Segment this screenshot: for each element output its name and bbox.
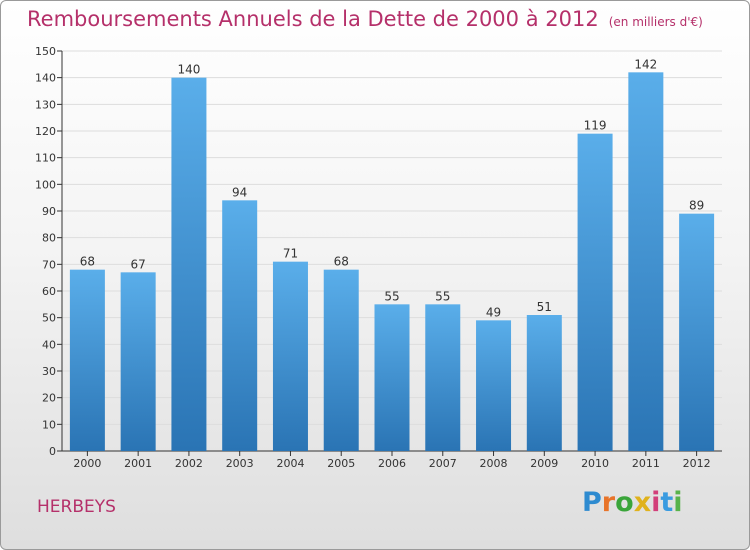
y-tick-label: 110 [35,152,56,165]
bars [69,72,715,452]
logo-letter: P [582,487,602,518]
bar [628,72,664,451]
data-label: 55 [384,289,399,303]
data-label: 119 [584,119,607,133]
y-tick-label: 40 [42,338,56,351]
y-tick-label: 120 [35,125,56,138]
logo-letter: o [615,487,634,518]
x-tick-label: 2010 [581,457,609,470]
y-tick-label: 140 [35,72,56,85]
bar [69,269,105,451]
x-tick-label: 2006 [378,457,406,470]
bar [222,200,258,451]
data-label: 142 [634,57,657,71]
bar [272,261,308,451]
y-tick-label: 90 [42,205,56,218]
y-tick-label: 130 [35,98,56,111]
title-text: Remboursements Annuels de la Dette de 20… [27,7,599,31]
y-tick-label: 30 [42,365,56,378]
x-tick-label: 2004 [276,457,304,470]
commune-name: HERBEYS [37,497,116,517]
chart-title: Remboursements Annuels de la Dette de 20… [27,7,703,31]
data-label: 51 [537,300,552,314]
x-tick-label: 2009 [530,457,558,470]
data-label: 94 [232,185,247,199]
logo-letter: i [673,487,683,518]
x-tick-label: 2008 [480,457,508,470]
data-label: 55 [435,289,450,303]
y-tick-label: 0 [49,445,56,458]
y-tick-label: 50 [42,312,56,325]
bar [374,304,410,451]
x-tick-label: 2011 [632,457,660,470]
bar [120,272,156,451]
y-tick-label: 100 [35,178,56,191]
data-label: 68 [334,255,349,269]
y-tick-label: 20 [42,392,56,405]
x-tick-label: 2005 [327,457,355,470]
data-label: 140 [177,63,200,77]
bar [323,269,359,451]
x-tick-label: 2003 [226,457,254,470]
data-label: 89 [689,199,704,213]
y-tick-label: 150 [35,45,56,58]
data-label: 68 [80,255,95,269]
logo-letter: i [651,487,661,518]
x-tick-label: 2002 [175,457,203,470]
bar [171,77,207,452]
y-tick-label: 80 [42,232,56,245]
data-label: 67 [131,257,146,271]
bar [526,315,562,451]
logo-letter: r [601,487,616,518]
y-tick-label: 60 [42,285,56,298]
x-tick-label: 2000 [73,457,101,470]
bar [577,133,613,451]
data-label: 71 [283,247,298,261]
x-tick-label: 2001 [124,457,152,470]
x-tick-label: 2012 [683,457,711,470]
logo-letter: x [633,487,652,518]
y-tick-label: 10 [42,418,56,431]
bar [476,320,512,451]
x-tick-label: 2007 [429,457,457,470]
logo-letter: t [660,487,674,518]
y-tick-label: 70 [42,258,56,271]
chart-subtitle: (en milliers d'€) [608,15,703,29]
proxiti-logo: Proxiti [582,487,683,518]
labels: 0 10 20 30 40 50 60 70 80 90 100 110 120 130 140 150 200… [35,45,711,470]
data-label: 49 [486,305,501,319]
bar [425,304,461,451]
bar [679,213,715,451]
